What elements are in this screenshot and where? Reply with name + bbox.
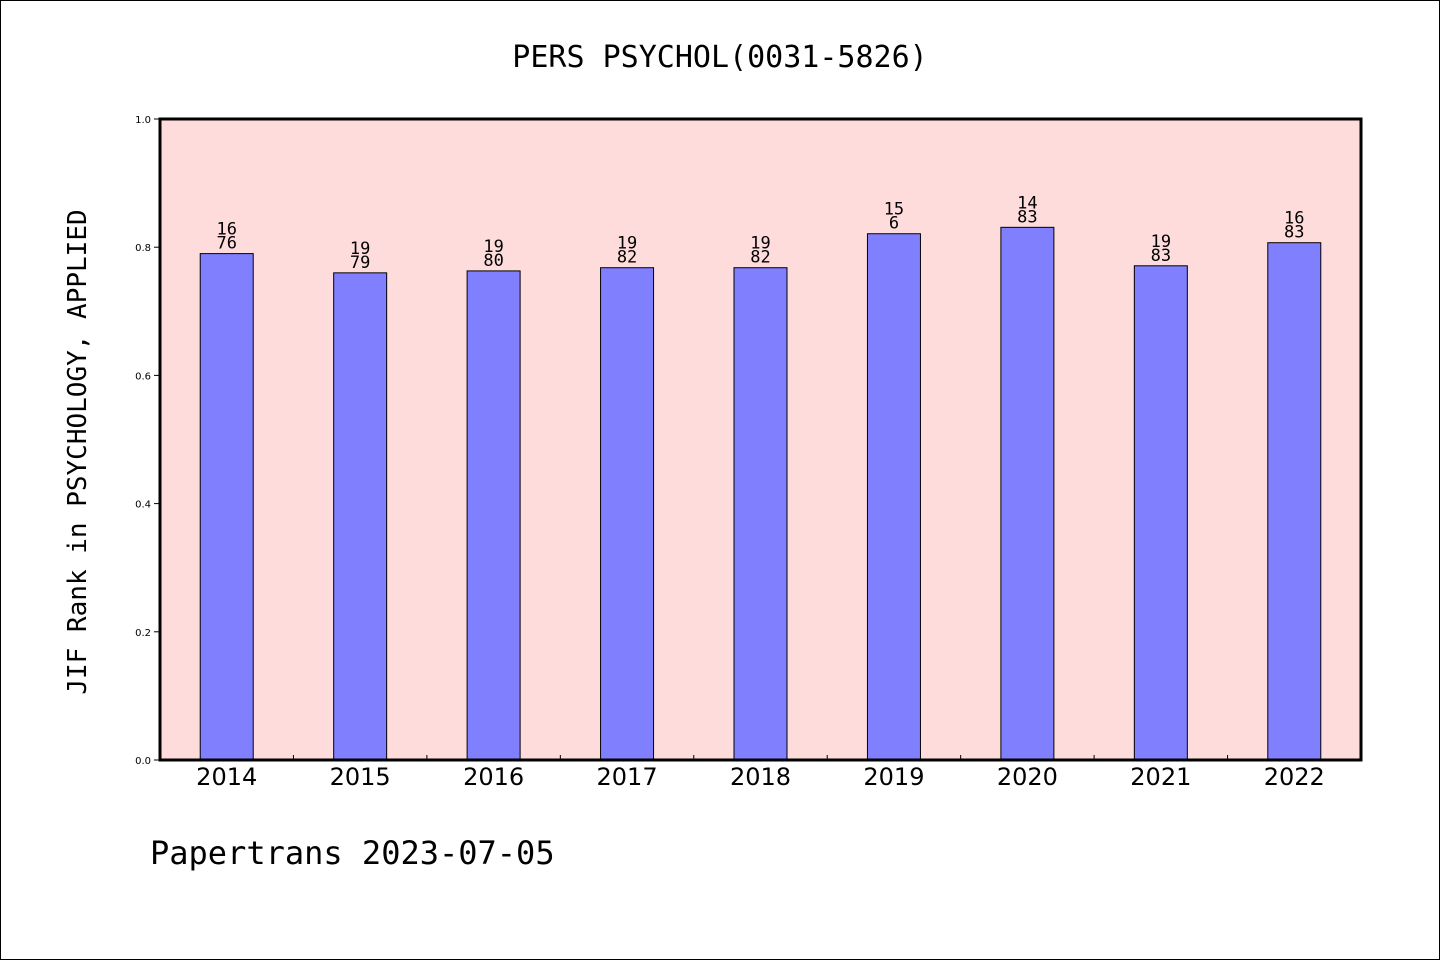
- bar-label-bottom: 83: [1151, 246, 1171, 266]
- bar-label-bottom: 6: [889, 214, 899, 234]
- chart-title: PERS PSYCHOL(0031-5826): [512, 40, 927, 75]
- y-tick-label: 0.8: [135, 243, 151, 254]
- bar: [466, 270, 521, 761]
- bar: [1000, 226, 1055, 761]
- bar: [866, 233, 921, 761]
- bar-label-bottom: 76: [216, 234, 236, 254]
- y-tick-label: 0.2: [135, 628, 151, 639]
- x-tick-label: 2020: [997, 763, 1058, 791]
- y-tick-label: 0.6: [135, 371, 151, 382]
- bar-label-top: 19: [617, 234, 637, 254]
- bar-label-bottom: 83: [1017, 207, 1037, 227]
- bar: [733, 267, 788, 761]
- y-tick-label: 0.4: [135, 500, 151, 511]
- plot-border: [158, 117, 1363, 762]
- bar-label-top: 19: [350, 239, 370, 259]
- bar: [1267, 242, 1322, 761]
- bar-label-top: 16: [216, 220, 236, 240]
- x-tick-label: 2019: [863, 763, 924, 791]
- x-tick-label: 2015: [330, 763, 391, 791]
- y-axis-label: JIF Rank in PSYCHOLOGY, APPLIED: [63, 209, 93, 694]
- y-tick-label: 1.0: [135, 115, 151, 126]
- x-tick-label: 2016: [463, 763, 524, 791]
- bar-label-bottom: 83: [1284, 223, 1304, 243]
- bar-label-bottom: 80: [483, 251, 503, 271]
- bar-label-top: 14: [1017, 193, 1037, 213]
- bar: [333, 272, 388, 761]
- x-axis: 2014 2015 2016 2017 2018 2019 2020 2021 2022: [196, 755, 1325, 791]
- x-tick-label: 2021: [1130, 763, 1191, 791]
- bar-label-bottom: 82: [617, 248, 637, 268]
- bar-label-top: 16: [1284, 209, 1304, 229]
- bar-label-top: 19: [750, 234, 770, 254]
- y-tick-label: 0.0: [135, 756, 151, 767]
- bar-label-top: 19: [1151, 232, 1171, 252]
- bar-label-bottom: 79: [350, 253, 370, 273]
- bar-label-top: 19: [483, 237, 503, 257]
- bar: [1133, 265, 1188, 761]
- y-axis: 0.0 0.2 0.4 0.6 0.8 1.0: [135, 115, 160, 767]
- x-tick-label: 2017: [597, 763, 658, 791]
- x-tick-label: 2018: [730, 763, 791, 791]
- bar: [600, 267, 655, 761]
- footer-credit: Papertrans 2023-07-05: [150, 834, 555, 872]
- bar-label-bottom: 82: [750, 248, 770, 268]
- bar-label-top: 15: [884, 200, 904, 220]
- x-tick-label: 2022: [1264, 763, 1325, 791]
- x-tick-label: 2014: [196, 763, 257, 791]
- bar: [199, 253, 254, 761]
